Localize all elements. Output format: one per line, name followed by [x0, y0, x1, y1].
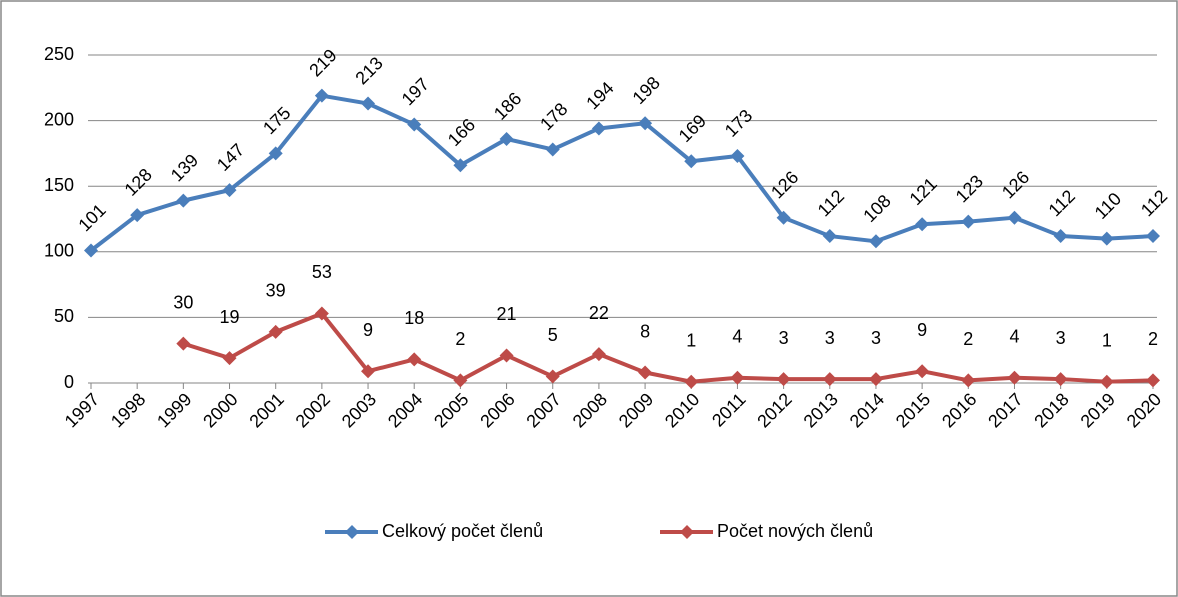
data-point [545, 142, 560, 157]
data-point [684, 154, 699, 169]
data-point [314, 88, 329, 103]
y-tick-label: 0 [64, 372, 74, 392]
data-point [730, 370, 745, 385]
data-point [1007, 210, 1022, 225]
data-point [915, 364, 930, 379]
data-point [314, 306, 329, 321]
data-point [1053, 372, 1068, 387]
data-point [1099, 231, 1114, 246]
data-point [453, 373, 468, 388]
data-label: 1 [686, 330, 696, 350]
data-label: 2 [963, 329, 973, 349]
data-label: 22 [589, 303, 609, 323]
data-point [822, 229, 837, 244]
data-point [268, 324, 283, 339]
y-tick-label: 250 [44, 44, 74, 64]
data-point [822, 372, 837, 387]
data-point [915, 217, 930, 232]
legend-item: Celkový počet členů [325, 521, 543, 541]
data-label: 4 [1009, 327, 1019, 347]
data-point [407, 117, 422, 132]
data-point [499, 131, 514, 146]
data-label: 53 [312, 262, 332, 282]
y-tick-label: 200 [44, 109, 74, 129]
data-label: 21 [497, 304, 517, 324]
data-label: 3 [825, 328, 835, 348]
data-point [638, 365, 653, 380]
data-label: 3 [1056, 328, 1066, 348]
data-point [684, 374, 699, 389]
data-point [776, 210, 791, 225]
data-point [453, 158, 468, 173]
data-point [868, 234, 883, 249]
data-label: 2 [455, 329, 465, 349]
data-label: 1 [1102, 330, 1112, 350]
data-point [1146, 373, 1160, 388]
data-point [222, 183, 237, 198]
data-point [1099, 374, 1114, 389]
data-label: 3 [871, 328, 881, 348]
data-label: 4 [732, 327, 742, 347]
y-tick-label: 50 [54, 306, 74, 326]
data-point [591, 347, 606, 362]
legend-label: Celkový počet členů [382, 521, 543, 541]
data-point [868, 372, 883, 387]
data-point [961, 373, 976, 388]
data-point [176, 336, 191, 351]
legend-label: Počet nových členů [717, 521, 873, 541]
data-point [361, 96, 376, 111]
series-line [89, 93, 1154, 253]
data-point [545, 369, 560, 384]
data-point [268, 146, 283, 161]
data-label: 30 [173, 292, 193, 312]
legend-item: Počet nových členů [660, 521, 873, 541]
data-point [730, 149, 745, 164]
data-point [961, 214, 976, 229]
data-point [1146, 229, 1160, 244]
data-label: 8 [640, 321, 650, 341]
data-label: 9 [917, 320, 927, 340]
y-tick-label: 100 [44, 241, 74, 261]
y-tick-label: 150 [44, 175, 74, 195]
data-point [1053, 229, 1068, 244]
data-label: 18 [404, 308, 424, 328]
data-point [222, 351, 237, 366]
data-point [776, 372, 791, 387]
data-label: 39 [266, 281, 286, 301]
data-label: 3 [779, 328, 789, 348]
data-point [130, 208, 145, 223]
data-point [407, 352, 422, 367]
data-point [84, 243, 98, 258]
data-point [361, 364, 376, 379]
data-point [1007, 370, 1022, 385]
data-point [499, 348, 514, 363]
data-label: 5 [548, 325, 558, 345]
data-point [638, 116, 653, 131]
legend-marker [680, 525, 694, 539]
data-point [176, 193, 191, 208]
data-point [591, 121, 606, 136]
series-line [182, 311, 1154, 384]
data-label: 9 [363, 320, 373, 340]
data-label: 19 [220, 307, 240, 327]
legend-marker [345, 525, 359, 539]
data-label: 2 [1148, 329, 1158, 349]
